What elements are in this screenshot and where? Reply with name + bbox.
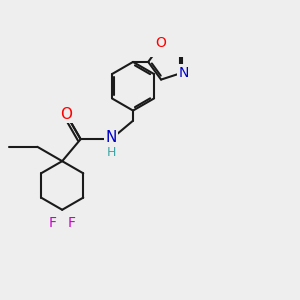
Text: N: N <box>105 130 117 145</box>
Text: O: O <box>156 36 167 50</box>
Text: F: F <box>68 216 76 230</box>
Text: O: O <box>60 107 72 122</box>
Text: H: H <box>106 146 116 159</box>
Text: F: F <box>49 216 57 230</box>
Text: N: N <box>178 66 189 80</box>
